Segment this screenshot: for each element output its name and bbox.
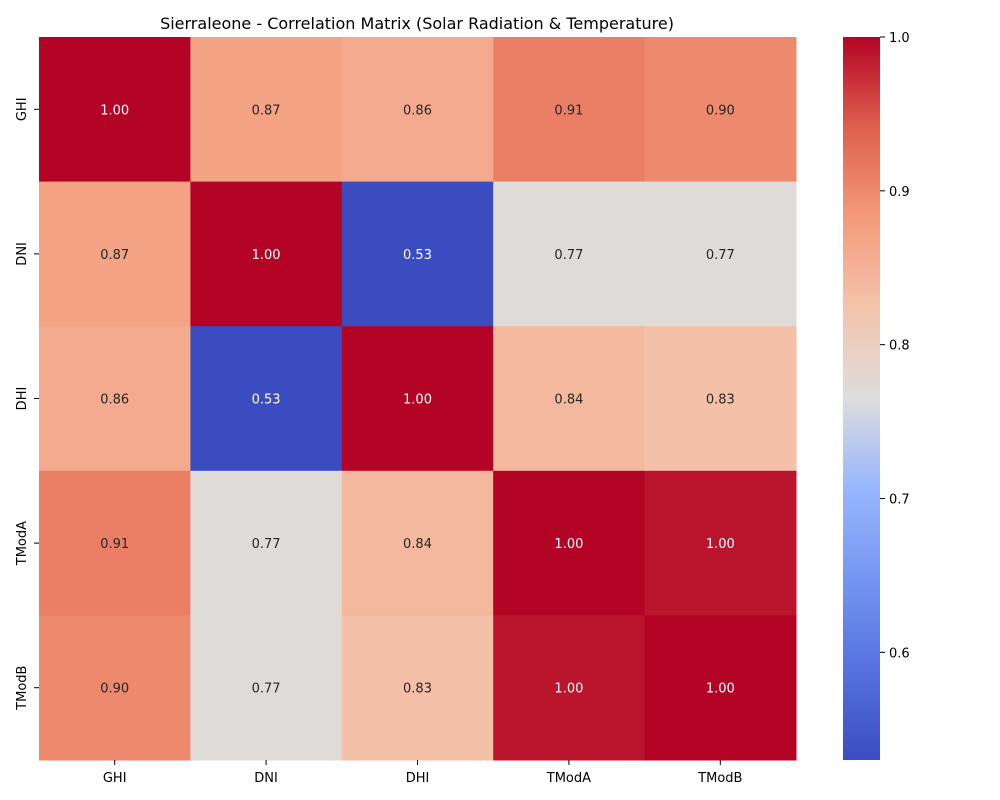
heatmap-cell-dhi-dhi <box>341 326 494 472</box>
cell-value-label: 0.77 <box>252 537 281 552</box>
y-tick-label: DHI <box>15 387 30 411</box>
heatmap-cell-dni-tmodb <box>644 181 797 327</box>
heatmap-cell-tmodb-dni <box>190 615 343 761</box>
heatmap-cell-ghi-tmoda <box>493 37 646 183</box>
cell-value-label: 0.91 <box>554 103 583 118</box>
heatmap-cell-dni-tmoda <box>493 181 646 327</box>
cell-value-label: 0.84 <box>554 393 583 408</box>
heatmap-cell-dhi-dni <box>190 326 343 472</box>
heatmap-cell-tmodb-tmodb <box>644 615 797 761</box>
cell-value-label: 0.87 <box>100 248 129 263</box>
heatmap-cell-ghi-ghi <box>39 37 191 183</box>
colorbar-tick-label: 0.9 <box>889 185 910 200</box>
colorbar-tick-label: 0.8 <box>889 339 910 354</box>
cell-value-label: 0.90 <box>706 103 735 118</box>
heatmap-cell-tmoda-ghi <box>39 470 191 616</box>
heatmap-cell-labels: 1.00 0.87 0.86 0.91 0.90 0.87 1.00 0.53 0.77 0.77… <box>100 103 735 696</box>
y-tick-label: GHI <box>15 97 30 121</box>
cell-value-label: 0.53 <box>252 393 281 408</box>
colorbar-tick-label: 1.0 <box>889 31 910 46</box>
cell-value-label: 1.00 <box>706 682 735 697</box>
chart-title: Sierraleone - Correlation Matrix (Solar … <box>160 14 674 33</box>
heatmap-cell-ghi-tmodb <box>644 37 797 183</box>
heatmap-cell-tmoda-tmoda <box>493 470 646 616</box>
colorbar-tick-label: 0.6 <box>889 646 910 661</box>
cell-value-label: 1.00 <box>100 103 129 118</box>
cell-value-label: 1.00 <box>403 393 432 408</box>
x-tick-label: TModA <box>546 771 591 786</box>
cell-value-label: 0.77 <box>554 248 583 263</box>
y-tick-label: TModA <box>15 521 30 566</box>
cell-value-label: 0.77 <box>706 248 735 263</box>
cell-value-label: 0.86 <box>403 103 432 118</box>
y-tick-label: TModB <box>15 666 30 711</box>
cell-value-label: 1.00 <box>706 537 735 552</box>
cell-value-label: 0.91 <box>100 537 129 552</box>
heatmap-cell-tmodb-ghi <box>39 615 191 761</box>
cell-value-label: 1.00 <box>554 537 583 552</box>
heatmap-cell-tmoda-dhi <box>341 470 494 616</box>
y-tick-label: DNI <box>15 242 30 266</box>
colorbar-tick-label: 0.7 <box>889 492 910 507</box>
x-tick-label: TModB <box>697 771 742 786</box>
x-tick-label: DNI <box>254 771 278 786</box>
cell-value-label: 1.00 <box>252 248 281 263</box>
heatmap-cell-dni-dni <box>190 181 343 327</box>
heatmap-cell-dhi-tmodb <box>644 326 797 472</box>
heatmap-cell-ghi-dhi <box>341 37 494 183</box>
cell-value-label: 0.83 <box>403 682 432 697</box>
cell-value-label: 0.90 <box>100 682 129 697</box>
heatmap-cell-tmoda-dni <box>190 470 343 616</box>
cell-value-label: 0.77 <box>252 682 281 697</box>
heatmap-cell-dhi-ghi <box>39 326 191 472</box>
cell-value-label: 0.53 <box>403 248 432 263</box>
cell-value-label: 1.00 <box>554 682 583 697</box>
colorbar: 0.6 0.7 0.8 0.9 1.0 <box>843 31 910 760</box>
x-axis: GHI DNI DHI TModA TModB <box>103 760 742 786</box>
heatmap-cell-dhi-tmoda <box>493 326 646 472</box>
heatmap-cells <box>39 37 797 761</box>
heatmap-cell-tmoda-tmodb <box>644 470 797 616</box>
cell-value-label: 0.86 <box>100 393 129 408</box>
x-tick-label: DHI <box>406 771 430 786</box>
heatmap-cell-dni-dhi <box>341 181 494 327</box>
colorbar-gradient <box>843 37 880 760</box>
heatmap-cell-ghi-dni <box>190 37 343 183</box>
heatmap-cell-dni-ghi <box>39 181 191 327</box>
heatmap-cell-tmodb-dhi <box>341 615 494 761</box>
cell-value-label: 0.83 <box>706 393 735 408</box>
x-tick-label: GHI <box>103 771 127 786</box>
heatmap-cell-tmodb-tmoda <box>493 615 646 761</box>
y-axis: GHI DNI DHI TModA TModB <box>15 97 39 711</box>
cell-value-label: 0.84 <box>403 537 432 552</box>
cell-value-label: 0.87 <box>252 103 281 118</box>
